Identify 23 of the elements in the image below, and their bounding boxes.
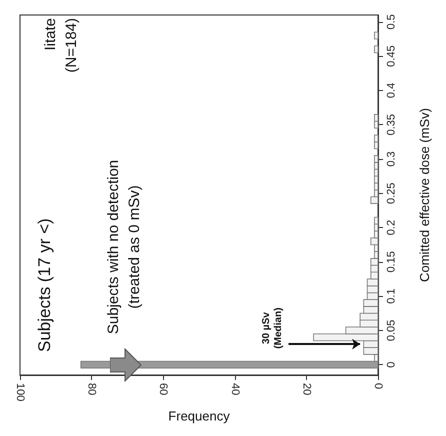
y-tick-label: 0.15 [386,251,398,273]
annotation: Iitate (N=184) [42,18,80,73]
y-tick-label: 0.35 [386,114,398,136]
x-tick-label: 80 [86,383,98,396]
y-tick-label: 0.05 [386,320,398,342]
x-tick-label: 60 [157,383,170,396]
y-tick-label: 0.5 [386,14,398,30]
x-tick-label: 40 [228,383,241,396]
y-tick-label: 0.4 [386,82,398,98]
y-tick-label: 0.3 [386,151,398,167]
x-tick-label: 100 [14,383,26,402]
y-tick-label: 0.1 [386,288,398,304]
y-tick-label: 0.25 [386,182,398,204]
y-tick-label: 0 [386,362,398,368]
x-tick-label: 0 [372,383,384,390]
x-axis-title: Frequency [168,408,230,424]
text: Subjects (17 yr <) [35,218,54,352]
annotation: Subjects with no detection (treated as 0 mSv) [105,160,143,334]
y-tick-label: 0.2 [386,220,398,236]
y-axis-title: Comitted effective dose (mSv) [417,108,432,282]
annotation: 30 µSv (Median) [261,308,284,349]
x-tick-label: 20 [300,383,312,396]
y-tick-label: 0.45 [386,45,398,67]
